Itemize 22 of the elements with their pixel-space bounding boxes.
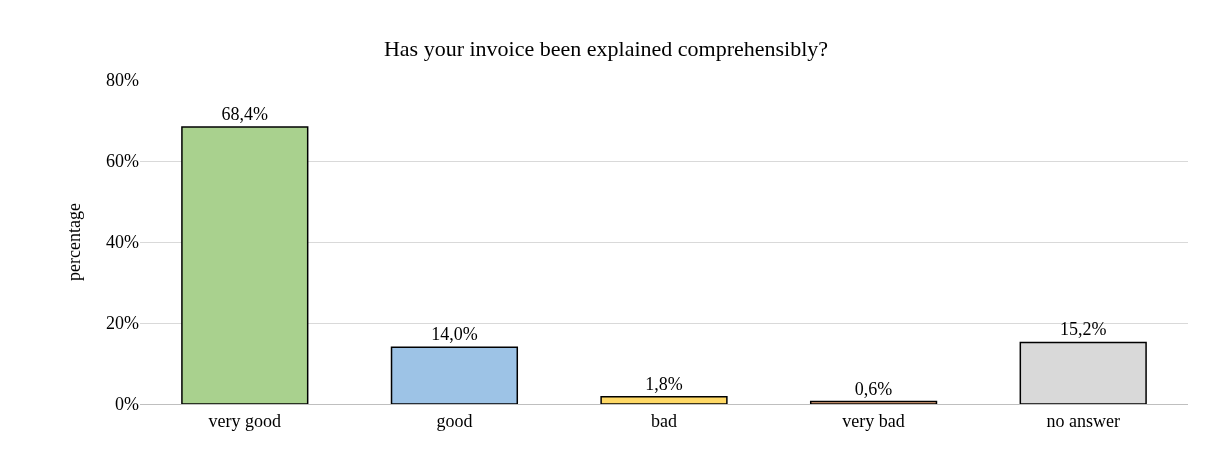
x-tick-label: very good [208,410,282,431]
bar [809,400,938,404]
bar [1019,341,1147,404]
x-tick-label: bad [651,410,677,431]
x-tick-label: no answer [1046,410,1120,431]
data-label: 14,0% [431,324,478,345]
chart-title: Has your invoice been explained comprehensibly? [383,36,829,62]
y-tick-label: 60% [106,151,139,172]
y-axis-title: percentage [64,203,85,281]
bar [600,395,728,404]
y-tick-label: 40% [106,232,139,253]
data-label: 1,8% [645,373,683,394]
data-label: 68,4% [221,103,269,124]
data-label: 0,6% [854,378,893,399]
y-tick-label: 20% [106,313,139,334]
x-tick-label: good [436,410,473,431]
bar [181,126,309,404]
bar [390,346,519,404]
y-tick-label: 0% [115,394,139,415]
data-label: 15,2% [1059,319,1107,340]
x-tick-label: very bad [842,410,905,431]
y-tick-label: 80% [106,70,139,91]
